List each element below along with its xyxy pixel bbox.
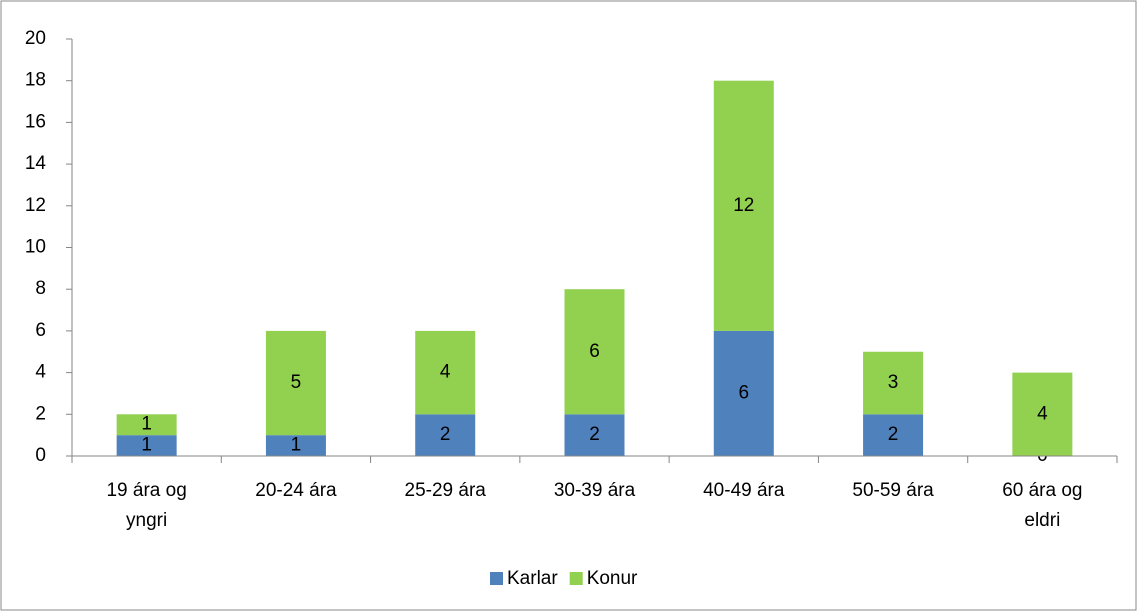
y-tick-label: 14 [25,153,47,174]
data-label: 1 [141,435,152,456]
bar-segment [863,351,924,415]
data-label: 4 [440,362,451,383]
data-label: 4 [1037,403,1048,424]
x-tick-label: 19 ára og yngri [106,480,186,531]
bar-segment [265,330,326,436]
data-label: 6 [738,382,749,403]
data-label: 2 [888,424,899,445]
x-tick-label: 25-29 ára [405,480,487,501]
legend-swatch [569,572,583,585]
data-label: 2 [589,424,600,445]
x-tick-label: 20-24 ára [255,480,337,501]
y-tick-label: 10 [25,237,46,258]
y-tick-label: 4 [35,362,46,383]
x-tick-label: 60 ára og eldri [1002,480,1082,531]
data-label: 3 [888,372,899,393]
bar-segment [564,414,625,456]
bar-segment [1012,372,1073,456]
x-tick-label: 50-59 ára [852,480,934,501]
data-label: 5 [291,372,302,393]
bar-segment [116,414,177,436]
y-tick-label: 12 [25,195,46,216]
y-tick-label: 16 [25,111,46,132]
legend-label: Karlar [507,568,558,589]
data-label: 1 [291,435,302,456]
y-tick-label: 8 [35,278,46,299]
bar-segment [863,414,924,456]
y-tick-label: 2 [35,403,46,424]
bar-segment [415,330,476,415]
bar-segment [564,289,625,415]
y-tick-label: 20 [25,28,46,49]
x-tick-label: 40-49 ára [703,480,785,501]
bar-segment [415,414,476,456]
legend-label: Konur [587,568,638,589]
data-label: 2 [440,424,451,445]
y-tick-label: 18 [25,70,46,91]
bar-segment [116,435,177,456]
bar-segment [265,435,326,456]
data-label: 1 [141,414,152,435]
y-tick-label: 0 [35,445,46,466]
legend-swatch [490,572,503,585]
y-tick-label: 6 [35,320,46,341]
data-label: 12 [733,195,754,216]
bar-segment [713,80,774,331]
bar-segment [713,330,774,456]
data-label: 6 [589,341,600,362]
x-tick-label: 30-39 ára [554,480,636,501]
